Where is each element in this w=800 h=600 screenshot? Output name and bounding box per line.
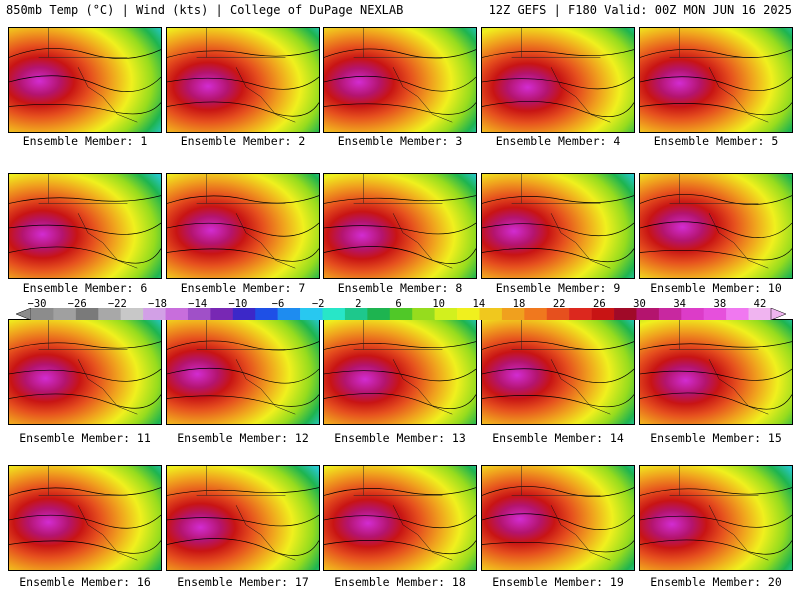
member-label: Ensemble Member: 11 [19,431,151,445]
colorbar-tick-label: 34 [673,298,686,310]
colorbar-segment [434,308,458,320]
ensemble-member-map [639,27,793,133]
ensemble-member-map [166,27,320,133]
colorbar-tick-label: −14 [188,298,208,310]
ensemble-member-map [166,173,320,279]
member-label: Ensemble Member: 13 [334,431,466,445]
ensemble-member-map [639,465,793,571]
ensemble-member-map [481,27,635,133]
colorbar-segment [524,308,548,320]
colorbar-max-arrow [770,308,786,320]
member-label: Ensemble Member: 3 [337,134,463,148]
colorbar-segment [546,308,570,320]
colorbar-segment [501,308,525,320]
ensemble-member-map [323,465,477,571]
member-label: Ensemble Member: 7 [180,281,306,295]
ensemble-member-map [481,319,635,425]
ensemble-member-map [8,27,162,133]
colorbar-segment [120,308,144,320]
colorbar-segment [367,308,391,320]
colorbar-tick-label: 30 [633,298,646,310]
ensemble-member-map [166,319,320,425]
model-run-info: 12Z GEFS | F180 Valid: 00Z MON JUN 16 20… [488,3,792,17]
colorbar-segment [569,308,592,320]
member-label: Ensemble Member: 2 [180,134,306,148]
colorbar-tick-label: −6 [271,298,285,310]
ensemble-member-map [323,173,477,279]
colorbar-segment [143,308,166,320]
colorbar-segment [636,308,660,320]
ensemble-member-map [639,319,793,425]
colorbar-tick-labels: −30 −26 −22 −18 −14 −10 −6 −2 2 6 10 14 18 22 26 30 34 38… [0,298,800,310]
ensemble-member-map [323,319,477,425]
ensemble-member-map [166,465,320,571]
colorbar-segment [412,308,435,320]
member-label: Ensemble Member: 20 [650,575,782,589]
ensemble-member-map [481,465,635,571]
colorbar-tick-label: 10 [432,298,445,310]
colorbar-tick-label: 26 [593,298,606,310]
ensemble-member-map [323,27,477,133]
colorbar-segment [479,308,503,320]
member-label: Ensemble Member: 12 [177,431,309,445]
colorbar-tick-label: 18 [512,298,526,310]
member-label: Ensemble Member: 17 [177,575,309,589]
ensemble-member-map [8,173,162,279]
colorbar-tick-label: 14 [472,298,486,310]
colorbar-tick-label: 2 [355,298,362,310]
colorbar-segment [748,308,772,320]
colorbar-segment [681,308,705,320]
colorbar-tick-label: −22 [107,298,127,310]
colorbar-segment [255,308,278,320]
colorbar-segment [187,308,211,320]
colorbar-segment [98,308,121,320]
colorbar-tick-label: −10 [228,298,248,310]
colorbar-segment [210,308,234,320]
colorbar-tick-label: −30 [27,298,47,310]
member-label: Ensemble Member: 14 [492,431,624,445]
colorbar-tick-label: 42 [753,298,767,310]
member-label: Ensemble Member: 15 [650,431,782,445]
colorbar-min-arrow [16,308,32,320]
colorbar-segment [75,308,99,320]
member-label: Ensemble Member: 6 [22,281,148,295]
colorbar-tick-label: 6 [395,298,402,310]
ensemble-member-map [639,173,793,279]
colorbar-tick-label: −2 [311,298,325,310]
colorbar-segment [165,308,189,320]
member-label: Ensemble Member: 16 [19,575,151,589]
colorbar-segment [457,308,480,320]
member-label: Ensemble Member: 10 [650,281,782,295]
colorbar-segment [591,308,615,320]
colorbar-tick-label: −18 [148,298,167,310]
colorbar-segment [31,308,54,320]
colorbar-segment [344,308,368,320]
colorbar-segment [53,308,77,320]
member-label: Ensemble Member: 4 [495,134,621,148]
ensemble-member-map [8,465,162,571]
colorbar-segment [322,308,346,320]
colorbar-segment [232,308,256,320]
ensemble-member-map [481,173,635,279]
ensemble-member-map [8,319,162,425]
member-label: Ensemble Member: 1 [22,134,148,148]
map-title: 850mb Temp (°C) | Wind (kts) | College o… [6,3,404,17]
temperature-colorbar [16,308,786,320]
member-label: Ensemble Member: 18 [334,575,466,589]
colorbar-segment [703,308,727,320]
colorbar-tick-label: 38 [713,298,727,310]
colorbar-segment [300,308,323,320]
colorbar-segment [658,308,682,320]
member-label: Ensemble Member: 5 [653,134,779,148]
member-label: Ensemble Member: 9 [495,281,621,295]
colorbar-segment [389,308,413,320]
colorbar-segment [614,308,637,320]
colorbar-tick-label: −26 [67,298,87,310]
colorbar-segment [277,308,301,320]
colorbar-segment [726,308,749,320]
member-label: Ensemble Member: 19 [492,575,624,589]
colorbar-tick-label: 22 [552,298,566,310]
member-label: Ensemble Member: 8 [337,281,463,295]
